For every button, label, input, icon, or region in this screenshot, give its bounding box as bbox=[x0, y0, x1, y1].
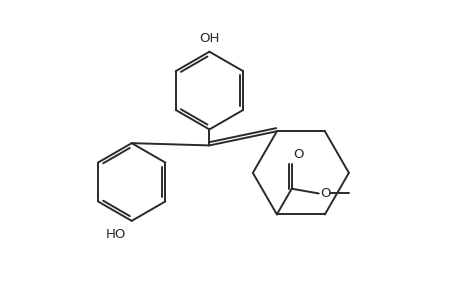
Text: O: O bbox=[293, 148, 303, 161]
Text: O: O bbox=[320, 187, 330, 200]
Text: HO: HO bbox=[106, 228, 126, 241]
Text: OH: OH bbox=[199, 32, 219, 45]
